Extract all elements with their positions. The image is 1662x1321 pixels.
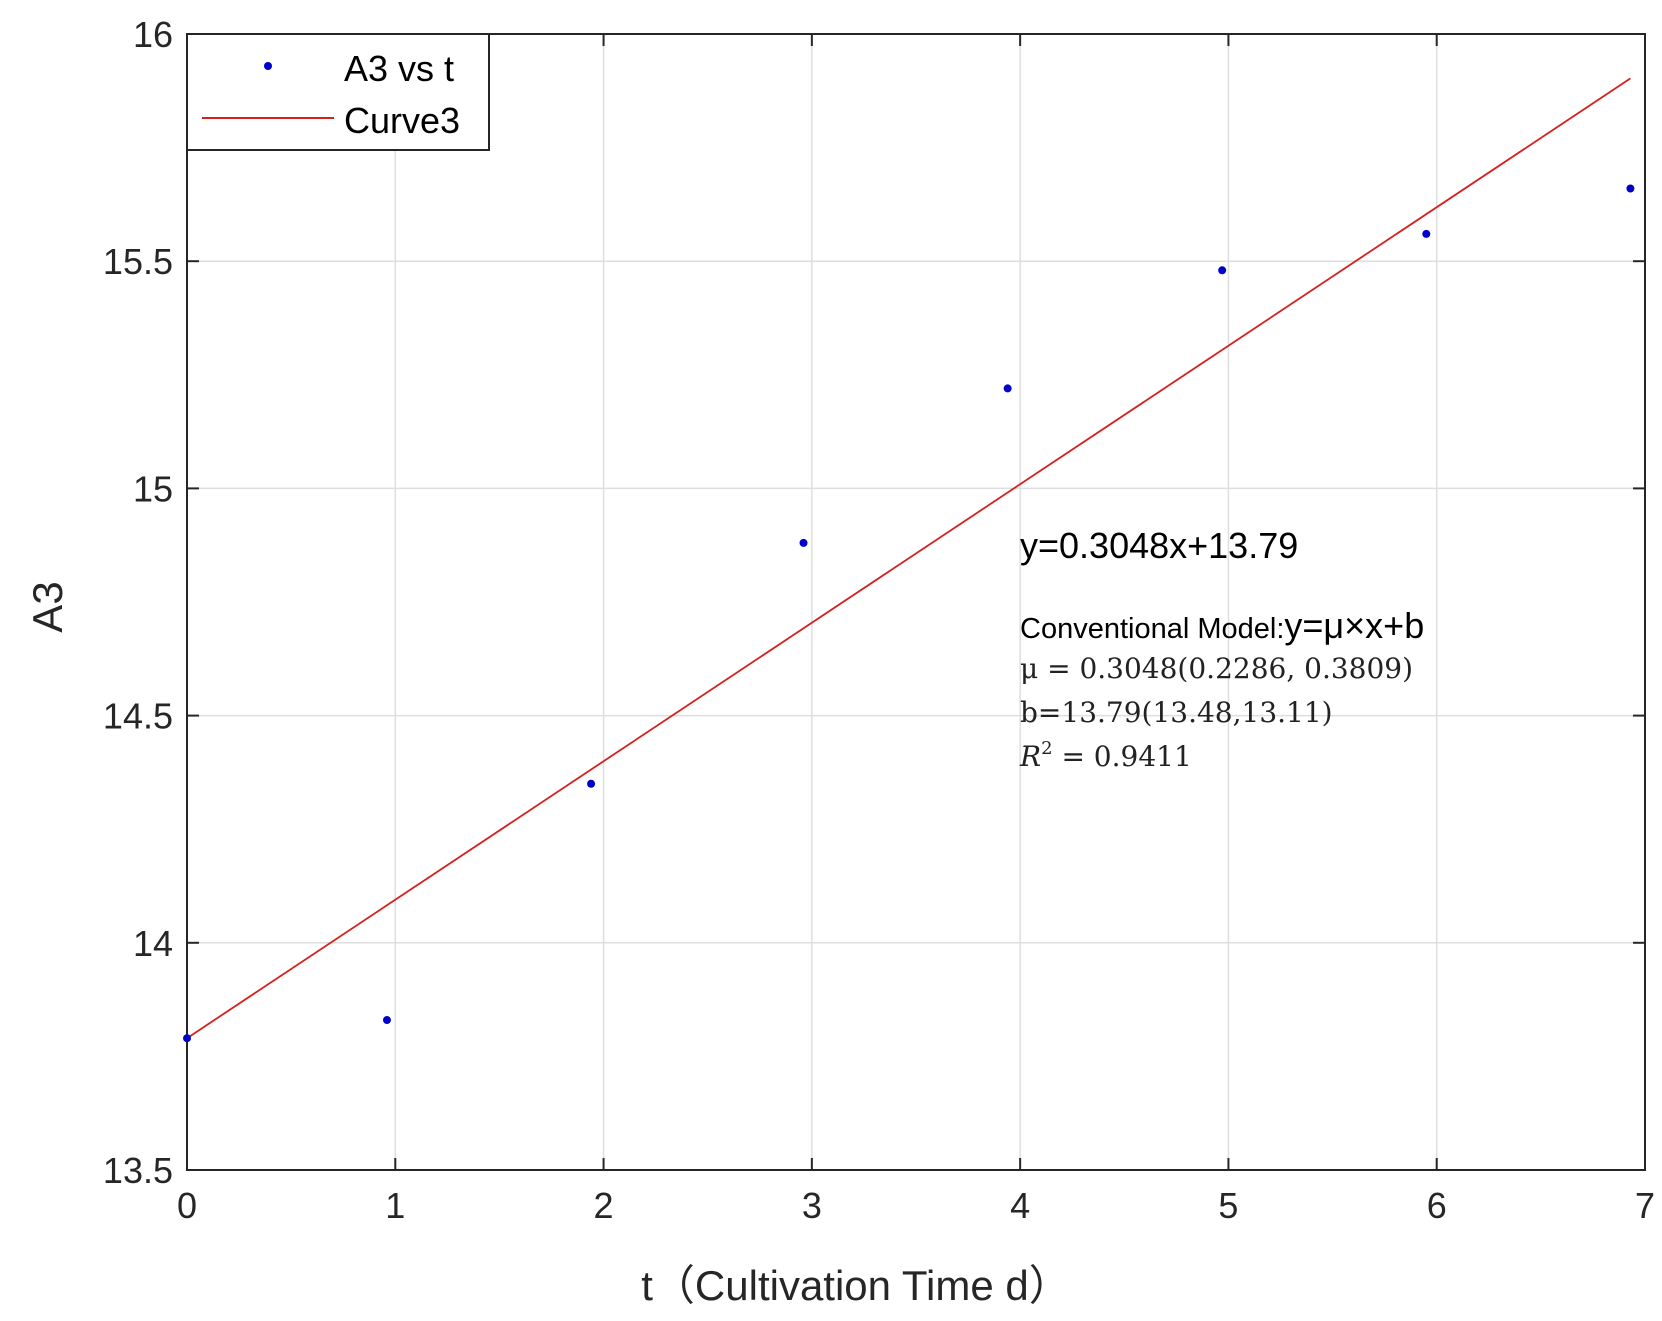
b-parameter: b=13.79(13.48,13.11) xyxy=(1020,696,1333,729)
r2-exponent: 2 xyxy=(1041,738,1052,759)
r2-symbol: R xyxy=(1019,740,1041,773)
y-tick-label: 16 xyxy=(133,14,173,55)
data-point xyxy=(587,779,596,788)
r-squared: R2 = 0.9411 xyxy=(1019,738,1192,773)
fit-line xyxy=(186,77,1631,1039)
r2-value: = 0.9411 xyxy=(1053,740,1192,773)
data-point xyxy=(1218,266,1227,275)
x-tick-label: 3 xyxy=(802,1185,822,1226)
fit-equation: y=0.3048x+13.79 xyxy=(1020,525,1298,566)
data-point xyxy=(1626,184,1635,193)
y-axis-ticks: 13.5 14 14.5 15 15.5 16 xyxy=(103,14,1645,1191)
data-point xyxy=(1003,384,1012,393)
fit-annotations: y=0.3048x+13.79 Conventional Model:y=μ×x… xyxy=(1019,525,1424,773)
legend-box xyxy=(186,33,490,151)
model-formula: y=μ×x+b xyxy=(1284,605,1424,646)
x-tick-label: 4 xyxy=(1010,1185,1030,1226)
y-tick-label: 15.5 xyxy=(103,241,173,282)
x-tick-label: 7 xyxy=(1635,1185,1655,1226)
x-axis-title: t（Cultivation Time d） xyxy=(641,1262,1070,1309)
x-axis-ticks: 0 1 2 3 4 5 6 7 xyxy=(177,34,1655,1226)
grid-lines xyxy=(187,34,1645,1170)
y-tick-label: 15 xyxy=(133,468,173,509)
legend-marker-scatter xyxy=(264,62,272,70)
model-description: Conventional Model:y=μ×x+b xyxy=(1020,605,1424,646)
x-tick-label: 6 xyxy=(1427,1185,1447,1226)
y-tick-label: 14 xyxy=(133,923,173,964)
data-point xyxy=(382,1016,391,1025)
x-tick-label: 2 xyxy=(594,1185,614,1226)
data-point xyxy=(1422,229,1431,238)
series-layer xyxy=(183,77,1635,1043)
data-point xyxy=(799,538,808,547)
plot-frame xyxy=(186,33,1646,1171)
y-tick-label: 14.5 xyxy=(103,696,173,737)
legend-label-scatter: A3 vs t xyxy=(344,48,454,89)
model-label: Conventional Model: xyxy=(1020,613,1284,645)
y-axis-title: A3 xyxy=(24,581,71,632)
x-tick-label: 1 xyxy=(385,1185,405,1226)
mu-parameter: μ = 0.3048(0.2286, 0.3809) xyxy=(1020,652,1413,685)
x-tick-label: 5 xyxy=(1218,1185,1238,1226)
x-tick-label: 0 xyxy=(177,1185,197,1226)
legend-label-line: Curve3 xyxy=(344,100,460,141)
legend: A3 vs t Curve3 xyxy=(186,33,490,151)
data-point xyxy=(183,1034,191,1043)
y-tick-label: 13.5 xyxy=(103,1150,173,1191)
